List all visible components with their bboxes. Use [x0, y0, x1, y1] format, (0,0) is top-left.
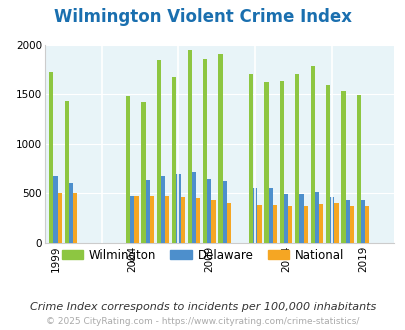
Bar: [318, 204, 322, 243]
Bar: [294, 74, 299, 243]
Bar: [161, 176, 165, 243]
Bar: [284, 194, 288, 243]
Bar: [264, 82, 268, 243]
Bar: [149, 195, 153, 243]
Bar: [207, 179, 211, 243]
Bar: [134, 195, 138, 243]
Bar: [325, 85, 329, 243]
Bar: [58, 193, 62, 243]
Bar: [141, 102, 145, 243]
Bar: [299, 193, 303, 243]
Bar: [218, 54, 222, 243]
Text: Wilmington Violent Crime Index: Wilmington Violent Crime Index: [54, 8, 351, 26]
Bar: [310, 66, 314, 243]
Bar: [272, 205, 276, 243]
Bar: [253, 187, 257, 243]
Bar: [248, 74, 253, 243]
Legend: Wilmington, Delaware, National: Wilmington, Delaware, National: [57, 244, 348, 266]
Bar: [288, 207, 292, 243]
Bar: [334, 203, 338, 243]
Bar: [364, 207, 369, 243]
Bar: [165, 195, 169, 243]
Bar: [64, 101, 68, 243]
Bar: [73, 193, 77, 243]
Bar: [222, 181, 226, 243]
Text: Crime Index corresponds to incidents per 100,000 inhabitants: Crime Index corresponds to incidents per…: [30, 302, 375, 312]
Bar: [196, 197, 200, 243]
Bar: [226, 203, 230, 243]
Bar: [68, 183, 73, 243]
Bar: [257, 205, 261, 243]
Bar: [187, 50, 191, 243]
Bar: [130, 195, 134, 243]
Bar: [176, 174, 180, 243]
Bar: [268, 187, 272, 243]
Bar: [329, 197, 334, 243]
Bar: [341, 91, 345, 243]
Bar: [279, 81, 283, 243]
Bar: [172, 77, 176, 243]
Bar: [180, 197, 184, 243]
Bar: [356, 95, 360, 243]
Bar: [314, 192, 318, 243]
Bar: [145, 180, 149, 243]
Bar: [126, 96, 130, 243]
Text: © 2025 CityRating.com - https://www.cityrating.com/crime-statistics/: © 2025 CityRating.com - https://www.city…: [46, 317, 359, 326]
Bar: [53, 176, 58, 243]
Bar: [303, 206, 307, 243]
Bar: [211, 200, 215, 243]
Bar: [191, 172, 196, 243]
Bar: [345, 200, 349, 243]
Bar: [349, 206, 353, 243]
Bar: [156, 60, 161, 243]
Bar: [49, 72, 53, 243]
Bar: [202, 59, 207, 243]
Bar: [360, 200, 364, 243]
